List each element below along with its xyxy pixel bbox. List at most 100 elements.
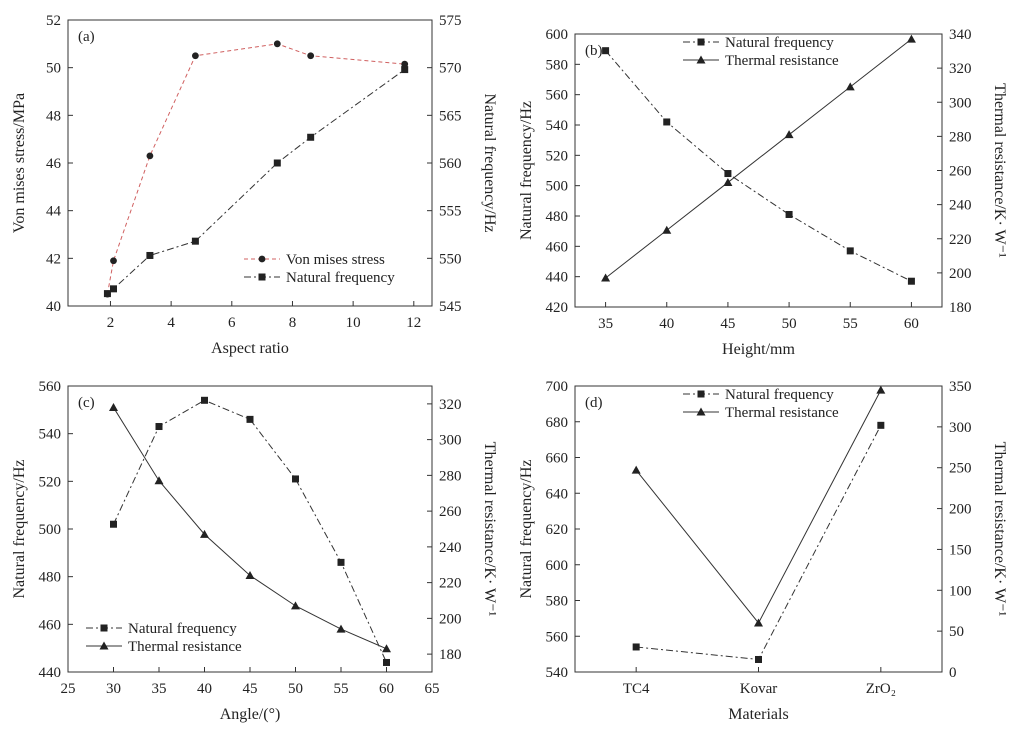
legend-label: Natural frequency [286,270,395,286]
y-left-tick-label: 520 [39,474,62,490]
y-left-tick-label: 46 [46,156,62,172]
x-tick-label: 35 [598,316,613,332]
data-point [292,475,299,483]
data-point [723,177,733,186]
y-left-tick-label: 440 [39,665,62,681]
data-point [154,476,164,485]
data-point [876,385,886,394]
y-right-axis-label: Thermal resistance/K· W⁻¹ [991,83,1008,258]
data-point [784,130,794,139]
series-line-2 [635,389,882,624]
data-point [110,520,117,528]
y-right-tick-label: 280 [949,129,972,145]
y-right-tick-label: 575 [439,13,462,29]
y-right-tick-label: 180 [949,300,972,316]
x-tick-label: 6 [228,315,236,331]
data-point [383,658,390,666]
x-tick-label: 8 [289,315,297,331]
panel-label: (a) [78,29,95,45]
y-left-tick-label: 500 [546,179,569,195]
y-right-tick-label: 560 [439,156,462,172]
x-tick-label: 45 [720,316,735,332]
data-point [146,251,154,259]
y-right-tick-label: 340 [949,27,972,43]
data-point [307,52,315,60]
data-point [755,655,762,663]
x-tick-label: 40 [659,316,674,332]
y-right-tick-label: 50 [949,624,964,640]
panel-label: (b) [585,43,603,59]
legend-marker [100,624,108,632]
data-point [307,133,315,141]
y-right-tick-label: 240 [439,540,462,556]
y-left-tick-label: 560 [39,379,62,395]
data-point [632,643,640,651]
legend-label: Von mises stress [286,252,385,268]
y-right-tick-label: 260 [439,504,462,520]
data-point [631,465,641,474]
y-left-tick-label: 640 [546,486,569,502]
data-point [602,47,610,55]
y-left-tick-label: 40 [46,299,61,315]
series-line-1 [605,50,912,282]
data-point [110,285,117,293]
y-right-axis-label: Natural frequency/Hz [481,93,498,232]
chart-panel-3: 25 30 35 40 45 50 55 60 65 440 460 480 500 520 540 560 1… [11,379,498,723]
data-point [663,118,671,126]
data-point [246,415,254,423]
data-point [109,402,118,411]
legend: Natural frequency Thermal resistance [86,621,242,655]
y-left-tick-label: 560 [546,629,569,645]
y-left-tick-label: 540 [39,427,62,443]
legend-label: Thermal resistance [725,405,839,421]
x-tick-label: 40 [197,681,212,697]
y-left-tick-label: 660 [546,451,569,467]
y-left-tick-label: 540 [546,665,569,681]
y-right-tick-label: 300 [949,95,972,111]
y-left-tick-label: 680 [546,415,569,431]
x-tick-label: 10 [346,315,361,331]
y-left-tick-label: 500 [39,522,62,538]
data-point [785,210,793,218]
y-left-tick-label: 42 [46,251,61,267]
legend-label: Natural frequency [725,35,834,51]
x-tick-label: Kovar [740,681,778,697]
y-right-tick-label: 240 [949,198,972,214]
x-tick-label: 4 [167,315,175,331]
y-right-tick-label: 150 [949,542,972,558]
y-left-tick-label: 580 [546,57,569,73]
data-point [754,618,763,627]
x-tick-label: 30 [106,681,121,697]
x-tick-label: 12 [406,315,421,331]
x-tick-label: ZrO₂ [866,681,896,697]
y-left-tick-label: 520 [546,148,569,164]
legend-marker [697,38,705,46]
panel-label: (d) [585,395,603,411]
y-left-axis-label: Natural frequency/Hz [518,459,535,598]
y-left-tick-label: 460 [546,239,569,255]
y-right-tick-label: 565 [439,108,462,124]
data-point [273,40,281,48]
y-right-tick-label: 300 [439,433,462,449]
data-point [336,624,346,633]
plot-frame [67,385,433,673]
y-left-tick-label: 480 [39,570,62,586]
y-right-tick-label: 200 [439,611,462,627]
y-right-tick-label: 180 [439,647,462,663]
data-point [200,529,209,538]
y-right-tick-label: 555 [439,204,462,220]
x-tick-label: 60 [904,316,919,332]
data-point [103,290,111,298]
series-line-2 [605,38,912,279]
y-right-tick-label: 320 [949,61,972,77]
x-tick-label: TC4 [623,681,650,697]
y-left-tick-label: 600 [546,27,569,43]
data-point [845,82,855,91]
data-point [724,170,732,178]
y-left-tick-label: 700 [546,379,569,395]
data-point [877,421,885,429]
y-left-tick-label: 44 [46,204,62,220]
legend-marker [258,255,266,263]
data-point [273,159,281,167]
